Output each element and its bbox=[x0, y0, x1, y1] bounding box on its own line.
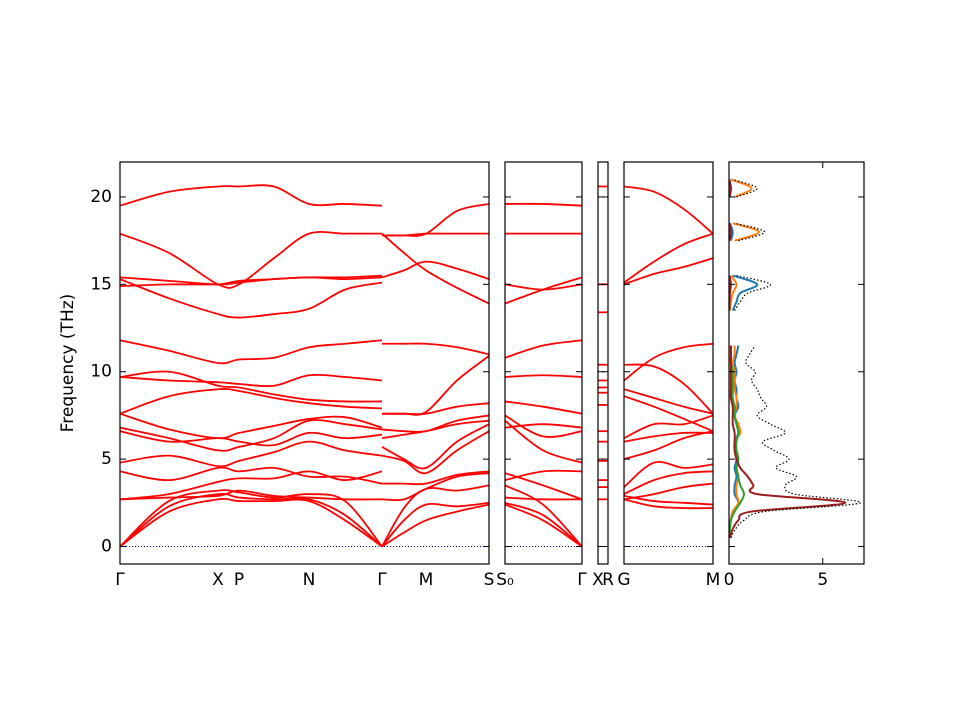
band bbox=[505, 283, 582, 291]
band bbox=[505, 423, 582, 429]
band bbox=[382, 470, 489, 486]
panel bbox=[505, 202, 582, 548]
x-tick-label: R bbox=[602, 570, 614, 590]
band bbox=[505, 472, 582, 501]
panel bbox=[598, 185, 608, 548]
band bbox=[624, 414, 713, 439]
band bbox=[505, 339, 582, 359]
band bbox=[624, 388, 713, 415]
x-tick-label: N bbox=[303, 570, 316, 590]
band bbox=[381, 419, 489, 440]
x-tick-label: Γ bbox=[377, 570, 387, 590]
x-tick-label: M bbox=[706, 570, 721, 590]
band bbox=[624, 232, 713, 284]
band bbox=[624, 363, 713, 415]
band bbox=[381, 423, 489, 470]
band bbox=[120, 370, 383, 403]
band bbox=[505, 484, 582, 548]
dos-line bbox=[729, 179, 847, 539]
band bbox=[381, 430, 489, 475]
band bbox=[120, 373, 383, 388]
band bbox=[120, 230, 382, 289]
band bbox=[120, 274, 383, 286]
band bbox=[381, 260, 489, 280]
band bbox=[120, 489, 383, 501]
band bbox=[381, 203, 489, 237]
band bbox=[120, 339, 383, 365]
panel bbox=[624, 185, 713, 548]
band bbox=[624, 494, 713, 506]
x-tick-label: P bbox=[234, 570, 244, 590]
x-tick-label: S bbox=[484, 570, 495, 590]
band bbox=[120, 466, 383, 485]
band bbox=[505, 414, 582, 438]
band bbox=[505, 400, 582, 415]
band bbox=[624, 498, 713, 510]
band bbox=[120, 492, 383, 548]
x-tick-label: M bbox=[419, 570, 434, 590]
band bbox=[381, 501, 489, 548]
x-tick-label: X bbox=[592, 570, 604, 590]
band bbox=[381, 342, 489, 356]
band bbox=[120, 184, 383, 207]
panel-frame bbox=[623, 161, 714, 565]
band bbox=[505, 469, 582, 481]
x-tick-label: S₀ bbox=[496, 570, 514, 590]
panel-frame bbox=[728, 161, 865, 565]
y-tick-label: 10 bbox=[90, 362, 112, 382]
band bbox=[505, 202, 582, 207]
band bbox=[624, 470, 713, 495]
band bbox=[381, 472, 489, 501]
band bbox=[381, 232, 489, 305]
band bbox=[120, 278, 383, 319]
band bbox=[624, 257, 713, 286]
x-tick-label: X bbox=[212, 570, 224, 590]
panel bbox=[120, 184, 489, 548]
band bbox=[120, 430, 383, 447]
band bbox=[382, 402, 489, 416]
x-tick-label: Γ bbox=[115, 570, 125, 590]
band bbox=[624, 342, 713, 382]
band bbox=[120, 276, 383, 287]
panel-frame bbox=[597, 161, 609, 565]
band bbox=[381, 503, 489, 548]
band bbox=[624, 430, 713, 460]
band bbox=[624, 431, 713, 443]
y-tick-label: 5 bbox=[101, 449, 112, 469]
band bbox=[120, 470, 383, 501]
band bbox=[505, 374, 582, 378]
band bbox=[624, 185, 713, 235]
x-tick-label: 0 bbox=[724, 570, 735, 590]
y-tick-label: 15 bbox=[90, 274, 112, 294]
band bbox=[505, 503, 582, 548]
band bbox=[505, 496, 582, 501]
panel-frame bbox=[504, 161, 583, 565]
band bbox=[624, 482, 713, 501]
dos-panel bbox=[729, 178, 861, 539]
band bbox=[120, 419, 383, 452]
x-tick-label: G bbox=[617, 570, 630, 590]
band bbox=[624, 461, 713, 488]
band bbox=[120, 440, 383, 468]
band bbox=[505, 419, 582, 464]
band bbox=[381, 484, 489, 547]
x-tick-label: 5 bbox=[817, 570, 828, 590]
x-tick-label: Γ bbox=[577, 570, 587, 590]
panel-frame bbox=[119, 161, 490, 565]
y-tick-label: 20 bbox=[90, 187, 112, 207]
band bbox=[120, 497, 383, 548]
band bbox=[120, 388, 383, 415]
band bbox=[624, 395, 713, 432]
dos-line bbox=[730, 178, 861, 539]
band bbox=[505, 501, 582, 548]
band bbox=[381, 414, 489, 433]
band bbox=[381, 355, 489, 416]
band bbox=[120, 412, 383, 440]
y-tick-label: 0 bbox=[101, 537, 112, 557]
y-axis-label: Frequency (THz) bbox=[58, 294, 78, 433]
